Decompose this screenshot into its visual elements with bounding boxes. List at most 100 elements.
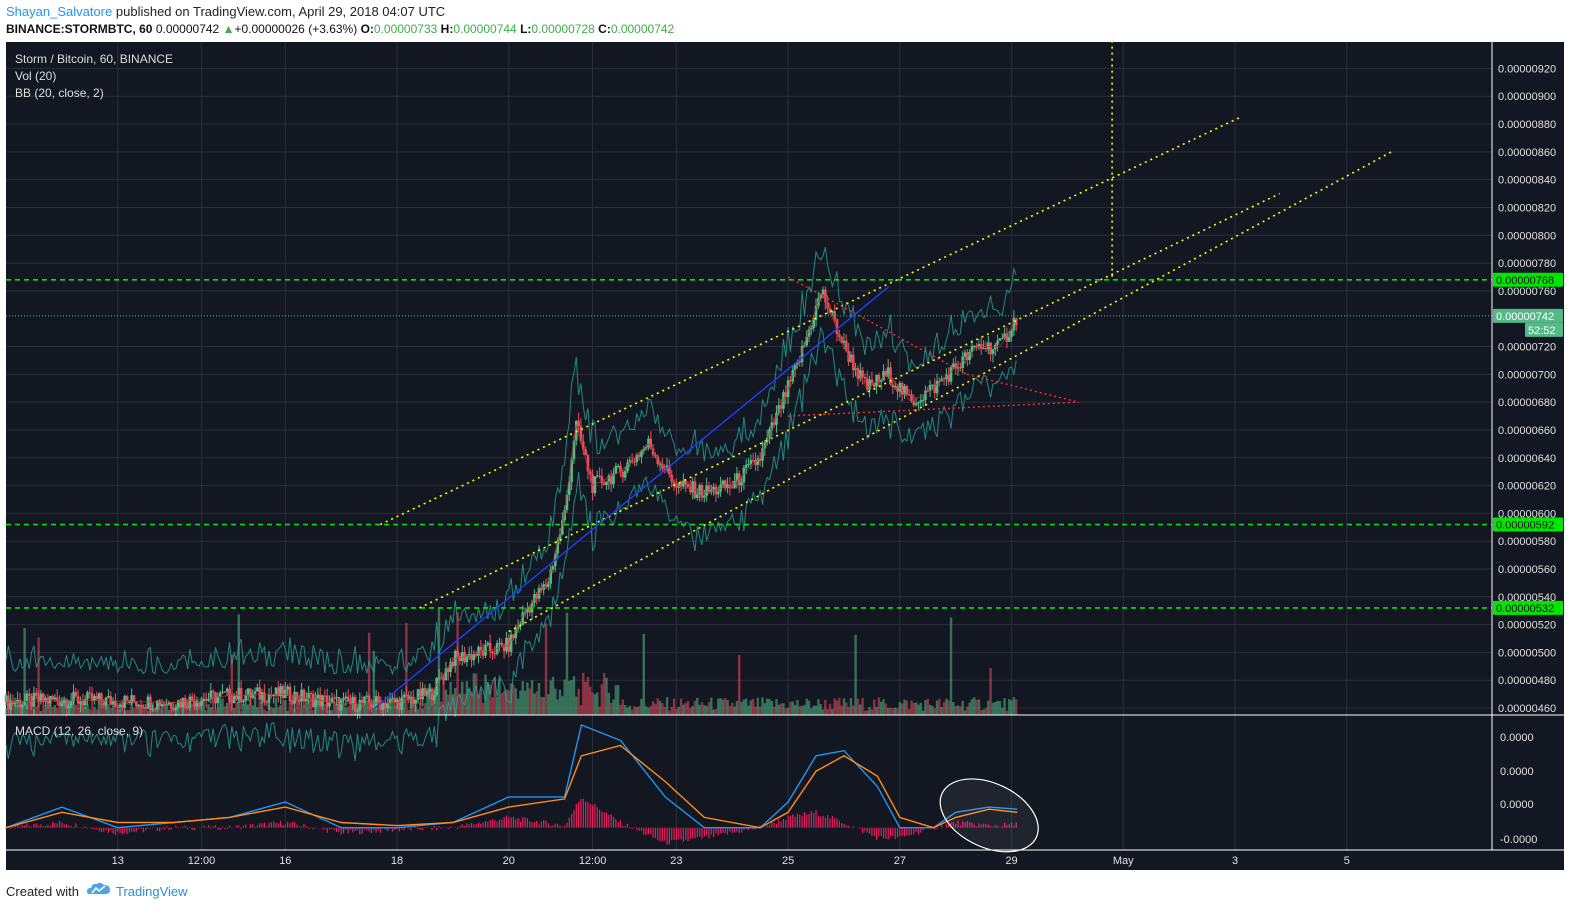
volume-bar <box>905 700 909 715</box>
volume-bar <box>1005 710 1009 715</box>
candle-body <box>53 697 57 700</box>
price-tick-label: 0.00000720 <box>1498 342 1556 354</box>
volume-bar <box>232 708 236 715</box>
volume-bar <box>88 709 91 715</box>
chart-title-legend[interactable]: Storm / Bitcoin, 60, BINANCE <box>15 52 174 66</box>
volume-bar <box>74 704 78 715</box>
volume-bar <box>44 705 47 715</box>
volume-bar <box>242 704 245 715</box>
tradingview-cloud-icon[interactable] <box>86 881 112 897</box>
candle-body <box>25 693 29 701</box>
candle-body <box>144 707 147 709</box>
candle-body <box>395 699 399 703</box>
candle-body <box>723 480 727 489</box>
price-tick-label: 0.00000760 <box>1498 286 1556 298</box>
volume-bar <box>83 707 87 715</box>
volume-bar <box>698 704 701 715</box>
price-marker-label: 0.00000532 <box>1496 603 1554 615</box>
volume-bar <box>284 700 287 715</box>
volume-bar <box>251 705 254 715</box>
volume-bar <box>880 701 883 715</box>
volume-bar <box>745 698 748 715</box>
time-tick-label: 3 <box>1232 855 1238 867</box>
volume-bar <box>514 688 517 715</box>
candle-body <box>844 340 848 351</box>
triangle-line <box>788 401 1079 417</box>
tradingview-brand[interactable]: TradingView <box>116 884 188 899</box>
volume-bar <box>884 703 888 715</box>
volume-bar <box>218 704 222 715</box>
candle-body <box>125 696 129 701</box>
candle-body <box>572 440 576 460</box>
volume-bar <box>72 697 75 715</box>
volume-bar <box>521 681 524 715</box>
volume-bar <box>107 704 110 715</box>
last-price: 0.00000742 <box>155 22 220 36</box>
candle-body <box>223 691 227 693</box>
volume-bar <box>807 700 811 715</box>
candle-body <box>405 694 408 696</box>
candle-body <box>391 698 394 700</box>
candle-body <box>858 370 862 379</box>
macd-axis[interactable]: 0.0000 0.0000 0.0000 -0.0000 <box>1500 732 1537 846</box>
candle-body <box>356 710 359 712</box>
candle-body <box>526 608 529 613</box>
candle-body <box>416 689 420 700</box>
time-tick-label: 27 <box>894 855 906 867</box>
price-marker-box <box>1493 272 1563 287</box>
candle-body <box>793 364 797 371</box>
candle-body <box>970 345 974 353</box>
bollinger-legend[interactable]: BB (20, close, 2) <box>15 86 104 100</box>
volume-bar <box>582 672 585 715</box>
macd-legend[interactable]: MACD (12, 26, close, 9) <box>15 724 144 738</box>
volume-bar <box>630 709 634 715</box>
candle-body <box>421 688 424 700</box>
volume-bar <box>277 707 280 715</box>
volume-legend[interactable]: Vol (20) <box>15 69 57 83</box>
candle-body <box>614 466 618 474</box>
candle-body <box>570 459 573 483</box>
volume-bar <box>51 707 54 715</box>
volume-bar <box>137 706 140 715</box>
candle-body <box>102 701 106 706</box>
candle-body <box>882 371 885 381</box>
candle-body <box>872 382 876 387</box>
volume-bar <box>633 706 636 715</box>
candle-body <box>123 696 127 708</box>
candle-body <box>111 700 115 705</box>
price-marker-label: 0.00000742 <box>1496 311 1554 323</box>
volume-bar <box>910 700 913 715</box>
candle-body <box>789 380 792 382</box>
author-link[interactable]: Shayan_Salvatore <box>6 4 113 19</box>
candle-body <box>409 696 413 700</box>
candle-body <box>93 696 96 701</box>
candle-body <box>377 696 380 703</box>
candle-body <box>831 311 834 313</box>
volume-bar <box>947 700 950 715</box>
candle-body <box>1005 333 1009 342</box>
candle-body <box>619 465 622 472</box>
volume-bar <box>675 708 678 715</box>
volume-bar <box>859 704 862 715</box>
price-tick-label: 0.00000540 <box>1498 592 1556 604</box>
price-axis[interactable]: 0.00000920 0.00000900 0.00000880 0.00000860… <box>1498 63 1556 715</box>
volume-bar <box>456 612 459 715</box>
volume-bar <box>917 704 920 715</box>
candle-body <box>344 696 348 699</box>
price-tick-label: 0.00000920 <box>1498 63 1556 75</box>
candle-body <box>65 699 68 709</box>
close-label: C: <box>598 22 611 36</box>
volume-bar <box>563 679 566 715</box>
volume-bar <box>731 702 734 715</box>
candle-body <box>137 704 140 707</box>
candle-body <box>884 371 888 377</box>
volume-bar <box>796 700 799 715</box>
volume-bar <box>591 692 594 715</box>
volume-bar <box>547 694 550 715</box>
candle-body <box>116 707 120 709</box>
time-axis[interactable]: 13 12:00 16 18 20 12:00 23 25 27 29 May 3 5 <box>112 855 1350 867</box>
candle-body <box>432 695 436 701</box>
volume-bar <box>765 698 769 715</box>
candle-body <box>297 699 301 702</box>
